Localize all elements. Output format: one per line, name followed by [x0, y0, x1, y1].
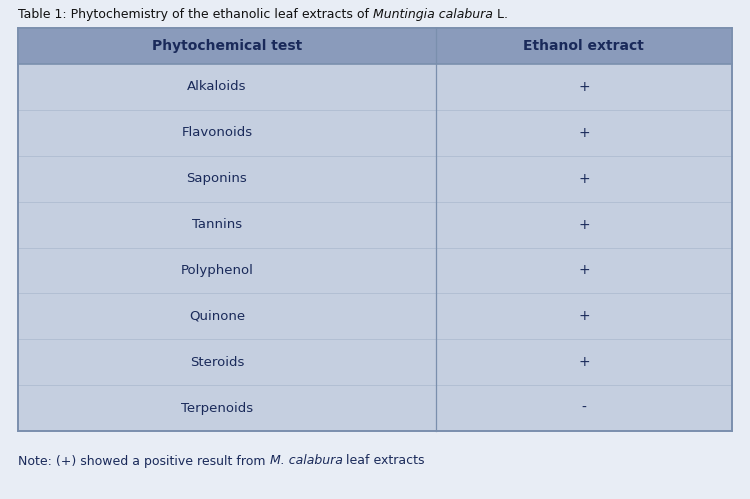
Text: Steroids: Steroids: [190, 356, 244, 369]
Text: Quinone: Quinone: [189, 310, 245, 323]
Text: Note: (+) showed a positive result from: Note: (+) showed a positive result from: [18, 455, 269, 468]
Text: Saponins: Saponins: [187, 172, 248, 185]
Text: +: +: [578, 355, 590, 369]
Text: L.: L.: [493, 7, 508, 20]
Text: +: +: [578, 263, 590, 277]
Text: M. calabura: M. calabura: [269, 455, 342, 468]
Text: +: +: [578, 172, 590, 186]
Bar: [18, 28, 732, 431]
Text: Table 1: Phytochemistry of the ethanolic leaf extracts of: Table 1: Phytochemistry of the ethanolic…: [18, 7, 373, 20]
Text: +: +: [578, 80, 590, 94]
Text: Phytochemical test: Phytochemical test: [152, 39, 302, 53]
Text: Flavonoids: Flavonoids: [182, 126, 253, 139]
Text: Tannins: Tannins: [192, 218, 242, 231]
Text: Terpenoids: Terpenoids: [181, 402, 253, 415]
Text: Alkaloids: Alkaloids: [187, 80, 247, 93]
Text: +: +: [578, 126, 590, 140]
Text: -: -: [581, 401, 586, 415]
Text: +: +: [578, 309, 590, 323]
Text: leaf extracts: leaf extracts: [342, 455, 424, 468]
Text: +: +: [578, 218, 590, 232]
Bar: [18, 28, 732, 64]
Text: Polyphenol: Polyphenol: [181, 264, 254, 277]
Text: Muntingia calabura: Muntingia calabura: [373, 7, 493, 20]
Text: Ethanol extract: Ethanol extract: [524, 39, 644, 53]
